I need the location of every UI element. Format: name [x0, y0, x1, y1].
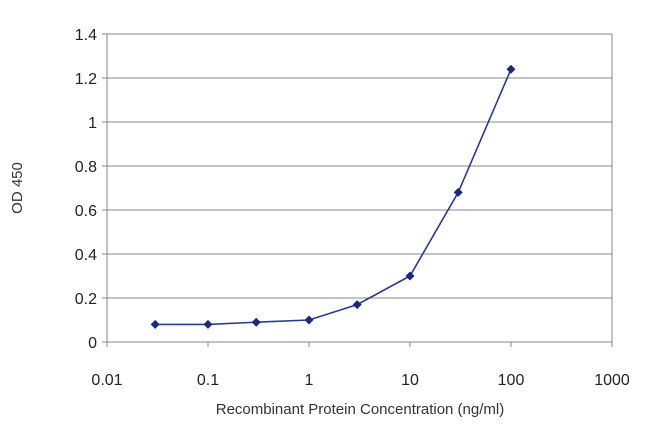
y-tick-label: 0.8 [75, 159, 97, 176]
data-point [150, 319, 160, 329]
y-axis-ticks: 0 0.2 0.4 0.6 0.8 1 1.2 1.4 [75, 27, 107, 352]
plot-area-frame [106, 33, 613, 343]
x-tick-label: 1 [305, 372, 314, 389]
data-point [251, 317, 261, 327]
y-tick-label: 1.4 [75, 27, 97, 44]
x-axis-title: Recombinant Protein Concentration (ng/ml… [216, 401, 504, 418]
data-point [506, 64, 516, 74]
x-tick-label: 1000 [594, 372, 630, 389]
y-axis-title: OD 450 [9, 162, 26, 214]
data-point [203, 319, 213, 329]
y-tick-label: 1 [88, 115, 97, 132]
x-axis-ticks: 0.01 0.1 1 10 100 1000 [91, 342, 630, 389]
data-point [304, 315, 314, 325]
gridlines [107, 33, 612, 343]
data-point [405, 271, 415, 281]
data-points [150, 64, 516, 329]
x-tick-label: 0.1 [197, 372, 219, 389]
y-tick-label: 0 [88, 335, 97, 352]
x-tick-label: 0.01 [91, 372, 122, 389]
data-point [453, 187, 463, 197]
x-tick-label: 10 [401, 372, 419, 389]
y-tick-label: 0.6 [75, 203, 97, 220]
data-point [352, 300, 362, 310]
x-tick-label: 100 [498, 372, 525, 389]
y-tick-label: 1.2 [75, 71, 97, 88]
series-line [155, 68, 512, 326]
y-tick-label: 0.4 [75, 247, 97, 264]
y-tick-label: 0.2 [75, 291, 97, 308]
